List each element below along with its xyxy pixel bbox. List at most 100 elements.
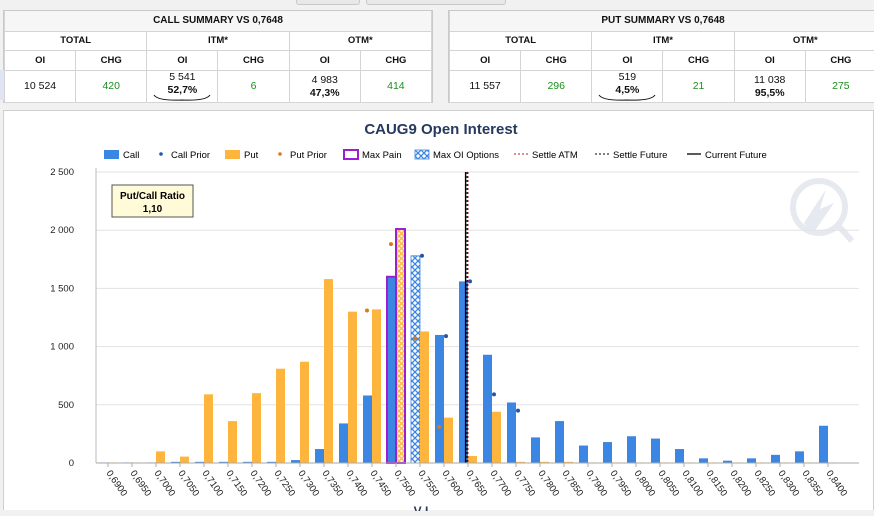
legend-max-pain-label: Max Pain (362, 150, 402, 161)
call-bar[interactable] (555, 421, 564, 463)
call-bar[interactable] (675, 449, 684, 463)
put-bar[interactable] (252, 393, 261, 463)
put-prior-marker (389, 242, 393, 246)
x-tick-label: 0,7300 (296, 468, 322, 498)
x-tick-label: 0,7250 (272, 468, 298, 498)
put-total-chg: 296 (521, 70, 592, 102)
legend-call-prior[interactable]: Call Prior (159, 150, 210, 161)
put-bar[interactable] (420, 331, 429, 463)
x-axis: 0,69000,69500,70000,70500,71000,71500,72… (96, 463, 859, 499)
legend-max-oi[interactable]: Max OI Options (415, 150, 499, 161)
call-bar[interactable] (651, 439, 660, 463)
chart-title: CAUG9 Open Interest (364, 121, 517, 138)
call-otm-pct: 47,3% (290, 87, 360, 99)
x-tick-label: 0,7400 (344, 468, 370, 498)
x-tick-label: 0,7000 (152, 468, 178, 498)
max-pain-put-bar[interactable] (396, 229, 405, 463)
put-summary-panel: PUT SUMMARY VS 0,7648 TOTAL ITM* OTM* OI… (448, 10, 874, 103)
put-prior-marker (437, 425, 441, 429)
x-tick-label: 0,6950 (128, 468, 154, 498)
x-tick-label: 0,7200 (248, 468, 274, 498)
ratio-label: Put/Call Ratio (120, 191, 185, 202)
call-bar[interactable] (819, 426, 828, 463)
call-itm-header: ITM* (147, 31, 289, 50)
put-otm-oi: 11 038 (754, 74, 785, 86)
call-bar[interactable] (483, 355, 492, 463)
call-bar[interactable] (507, 402, 516, 463)
call-prior-marker (420, 254, 424, 258)
legend-put[interactable]: Put (225, 150, 259, 161)
put-bar[interactable] (276, 369, 285, 463)
call-bar[interactable] (579, 446, 588, 463)
call-bar[interactable] (339, 423, 348, 463)
put-bar[interactable] (156, 451, 165, 463)
put-otm-oi-cell: 11 038 95,5% (734, 70, 805, 102)
legend-current-future[interactable]: Current Future (687, 150, 767, 161)
call-bar[interactable] (315, 449, 324, 463)
x-tick-label: 0,8400 (824, 468, 850, 498)
put-prior-marker (365, 309, 369, 313)
legend-put-prior[interactable]: Put Prior (278, 150, 327, 161)
put-total-chg-header: CHG (521, 50, 592, 70)
call-prior-marker (492, 392, 496, 396)
call-otm-header: OTM* (289, 31, 431, 50)
call-bar[interactable] (435, 335, 444, 463)
ratio-value: 1,10 (143, 204, 163, 215)
legend-max-oi-swatch (415, 150, 429, 159)
put-bar[interactable] (348, 312, 357, 463)
call-itm-oi: 5 541 (169, 71, 195, 83)
watermark-logo-icon (793, 181, 852, 241)
call-prior-marker (444, 334, 448, 338)
chart-panel: CAUG9 Open Interest Call Call Prior Put … (3, 110, 874, 510)
x-tick-label: 0,7150 (224, 468, 250, 498)
call-bar[interactable] (699, 458, 708, 463)
call-bar[interactable] (363, 395, 372, 463)
y-tick-label: 2 500 (50, 167, 74, 178)
call-otm-chg-header: CHG (360, 50, 431, 70)
put-bar[interactable] (228, 421, 237, 463)
call-bar[interactable] (603, 442, 612, 463)
legend-settle-future-label: Settle Future (613, 150, 667, 161)
legend-settle-future[interactable]: Settle Future (595, 150, 667, 161)
y-tick-label: 500 (58, 400, 74, 411)
legend-call-label: Call (123, 150, 139, 161)
top-tab-left[interactable] (296, 0, 360, 5)
put-bar[interactable] (204, 394, 213, 463)
put-bar[interactable] (444, 418, 453, 463)
put-otm-chg-header: CHG (805, 50, 874, 70)
left-side-bar (0, 70, 4, 100)
top-tab-right[interactable] (366, 0, 506, 5)
x-tick-label: 0,7500 (392, 468, 418, 498)
put-bar[interactable] (468, 456, 477, 463)
put-itm-header: ITM* (592, 31, 734, 50)
call-total-oi: 10 524 (5, 70, 76, 102)
call-bar[interactable] (795, 451, 804, 463)
call-bar[interactable] (747, 458, 756, 463)
call-bar[interactable] (771, 455, 780, 463)
put-bar[interactable] (372, 309, 381, 463)
x-tick-label: 0,8250 (752, 468, 778, 498)
max-pain-call-bar[interactable] (387, 277, 396, 463)
call-bar[interactable] (531, 437, 540, 463)
put-bar[interactable] (492, 412, 501, 463)
put-itm-chg: 21 (663, 70, 734, 102)
x-tick-label: 0,8050 (656, 468, 682, 498)
legend-max-oi-label: Max OI Options (433, 150, 499, 161)
legend-call[interactable]: Call (104, 150, 139, 161)
legend-settle-atm[interactable]: Settle ATM (514, 150, 578, 161)
legend-max-pain[interactable]: Max Pain (344, 150, 402, 161)
put-bar[interactable] (180, 457, 189, 463)
put-otm-oi-header: OI (734, 50, 805, 70)
max-oi-call-bar[interactable] (411, 256, 420, 463)
call-total-chg-header: CHG (76, 50, 147, 70)
legend-call-prior-label: Call Prior (171, 150, 210, 161)
x-tick-label: 0,6900 (104, 468, 130, 498)
x-tick-label: 0,7700 (488, 468, 514, 498)
put-total-oi-header: OI (450, 50, 521, 70)
call-bar[interactable] (627, 436, 636, 463)
call-summary-title: CALL SUMMARY VS 0,7648 (5, 11, 432, 31)
x-tick-label: 0,7850 (560, 468, 586, 498)
put-bar[interactable] (324, 279, 333, 463)
put-bar[interactable] (300, 362, 309, 463)
call-itm-oi-cell: 5 541 52,7% (147, 70, 218, 102)
